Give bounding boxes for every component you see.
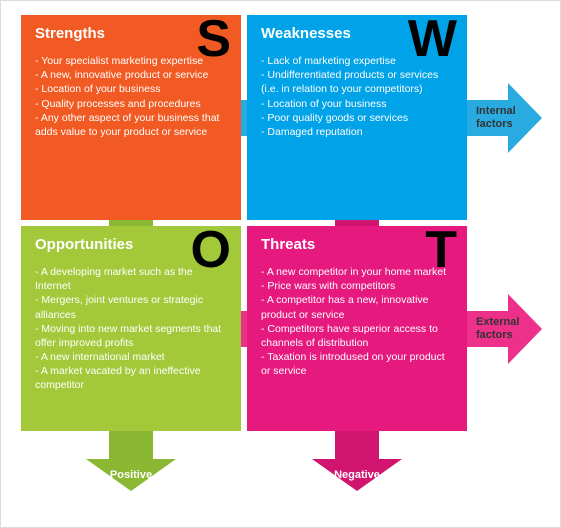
axis-positive-label: Positive <box>86 469 176 481</box>
list-item: Location of your business <box>261 97 451 111</box>
quadrant-opportunities: Opportunities O A developing market such… <box>21 226 241 431</box>
threats-list: A new competitor in your home marketPric… <box>261 265 455 378</box>
list-item: Taxation is introdused on your product o… <box>261 350 451 378</box>
list-item: Any other aspect of your business that a… <box>35 111 225 139</box>
list-item: Mergers, joint ventures or strategic all… <box>35 293 225 321</box>
axis-internal-label: Internal factors <box>476 104 536 130</box>
list-item: Location of your business <box>35 82 225 96</box>
list-item: A new, innovative product or service <box>35 68 225 82</box>
opportunities-letter: O <box>191 220 231 280</box>
list-item: Price wars with competitors <box>261 279 451 293</box>
quadrant-strengths: Strengths S Your specialist marketing ex… <box>21 15 241 220</box>
list-item: A market vacated by an ineffective compe… <box>35 364 225 392</box>
list-item: A new competitor in your home market <box>261 265 451 279</box>
list-item: A new international market <box>35 350 225 364</box>
quadrant-weaknesses: Weaknesses W Lack of marketing expertise… <box>247 15 467 220</box>
weaknesses-letter: W <box>408 9 457 69</box>
axis-external-label: External factors <box>476 315 536 341</box>
opportunities-list: A developing market such as the Internet… <box>35 265 229 393</box>
list-item: Quality processes and procedures <box>35 97 225 111</box>
axis-negative-label: Negative <box>312 469 402 481</box>
list-item: Damaged reputation <box>261 125 451 139</box>
strengths-letter: S <box>196 9 231 69</box>
threats-letter: T <box>425 220 457 280</box>
list-item: Poor quality goods or services <box>261 111 451 125</box>
list-item: Moving into new market segments that off… <box>35 322 225 350</box>
list-item: A competitor has a new, innovative produ… <box>261 293 451 321</box>
swot-diagram: Internal factors External factors Positi… <box>21 15 542 515</box>
list-item: Competitors have superior access to chan… <box>261 322 451 350</box>
list-item: Undifferentiated products or services (i… <box>261 68 451 96</box>
quadrant-threats: Threats T A new competitor in your home … <box>247 226 467 431</box>
